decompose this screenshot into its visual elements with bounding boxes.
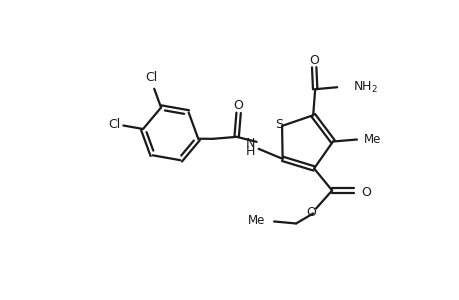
Text: Me: Me <box>363 133 381 146</box>
Text: Cl: Cl <box>145 71 157 84</box>
Text: Cl: Cl <box>108 118 120 131</box>
Text: O: O <box>233 99 243 112</box>
Text: O: O <box>308 54 319 67</box>
Text: O: O <box>360 186 370 199</box>
Text: NH$_2$: NH$_2$ <box>353 80 377 95</box>
Text: N: N <box>245 137 254 150</box>
Text: Me: Me <box>247 214 264 227</box>
Text: O: O <box>306 206 315 219</box>
Text: S: S <box>274 118 282 131</box>
Text: H: H <box>245 146 254 158</box>
